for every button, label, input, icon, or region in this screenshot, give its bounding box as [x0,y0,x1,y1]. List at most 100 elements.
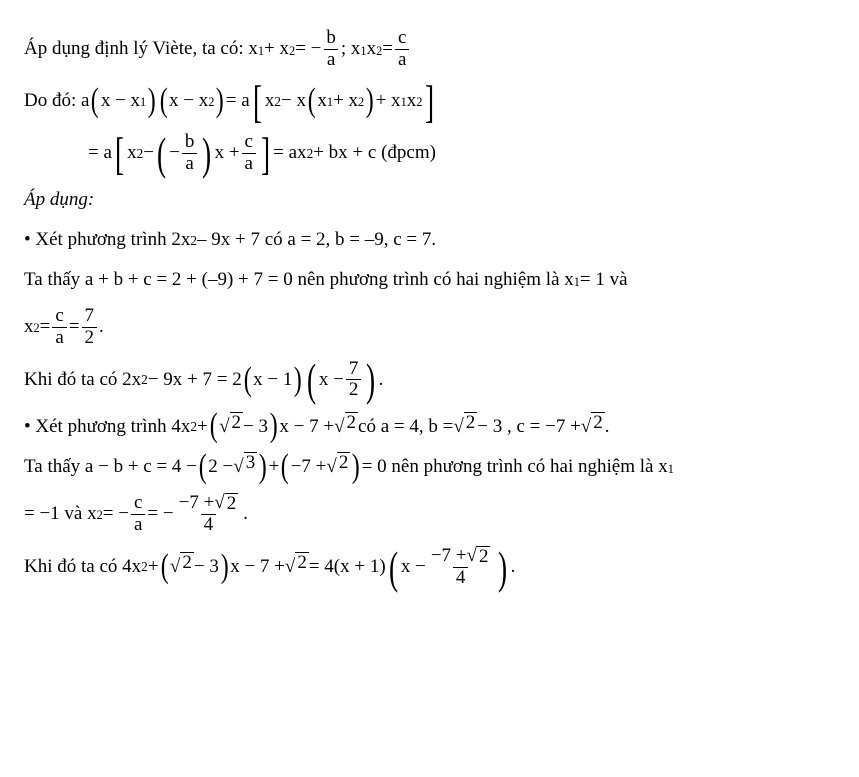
n: −7 + √2 [428,546,494,567]
t: Khi đó ta có 4x [24,552,141,582]
t: Áp dụng định lý Viète, ta có: [24,34,244,64]
sqrt2c: √2 [453,412,477,442]
sqrt2e: √2 [326,452,350,482]
n: 7 [82,306,98,327]
t: . [379,365,384,395]
line-6: Ta thấy a + b + c = 2 + (–9) + 7 = 0 nên… [24,265,835,295]
line-8: Khi đó ta có 2x2 − 9x + 7 = 2 ( x − 1 ) … [24,359,835,402]
t: − x [281,86,306,116]
t: x [367,34,377,64]
t: = 0 nên phương trình có hai nghiệm là x [362,452,668,482]
t: x − x [169,86,208,116]
s: 1 [258,42,264,62]
lp: ( [91,86,99,117]
t: + x [264,34,289,64]
s: 1 [401,93,407,113]
rp: ) [216,86,224,117]
p: 2 [141,369,148,390]
rp: ) [202,133,211,174]
rp: ) [294,365,302,396]
s: 2 [358,93,364,113]
frac-big: −7 + √2 4 [176,493,242,536]
t: + [269,452,280,482]
s: 2 [97,506,103,526]
s: 2 [34,319,40,339]
t: x [127,138,137,168]
t: = [69,312,80,342]
rp: ) [499,547,508,588]
t: – 9x + 7 có a = 2, b = –9, c = 7. [197,225,436,255]
p: 2 [307,143,314,164]
lp: ( [389,547,398,588]
s: 1 [668,460,674,480]
line-11: = −1 và x2 = − c a = − −7 + √2 4 . [24,493,835,536]
t: x + [215,138,240,168]
t: − 3 , c = −7 + [477,412,581,442]
n: 7 [346,359,362,380]
p: 2 [190,230,197,251]
lp: ( [157,133,166,174]
t: + x [333,86,358,116]
t: = [40,312,51,342]
t: . [99,312,104,342]
frac-c-a3: c a [52,306,66,349]
t: x [24,312,34,342]
t: x [317,86,327,116]
d: 4 [201,514,217,536]
s: 2 [416,93,422,113]
d: a [242,153,256,175]
t: Áp dụng: [24,185,94,215]
line-12: Khi đó ta có 4x2 + ( √2 − 3 ) x − 7 + √2… [24,546,835,589]
lp: ( [281,452,289,483]
t: = −1 và x [24,499,97,529]
t: = ax [273,138,306,168]
frac-c-a2: c a [242,132,256,175]
seg: Ta thấy a + b + c = 2 + (–9) + 7 = 0 nên… [24,265,628,295]
rp: ) [259,452,267,483]
sqrt2i: √2 [467,546,491,567]
sqrt2d: √2 [581,412,605,442]
s: 2 [376,42,382,62]
d: 4 [453,567,469,589]
lp: ( [243,365,251,396]
rb: ] [261,133,270,174]
s: 1 [360,42,366,62]
d: a [52,327,66,349]
t: − 3 [194,552,219,582]
line-expand2: = a [ x2 − ( − b a ) x + c a ] = ax2 + b… [24,132,835,175]
lp: ( [307,359,316,400]
line-7: x2 = c a = 7 2 . [24,306,835,349]
t: có a = 4, b = [358,412,453,442]
t: x − [401,552,426,582]
sqrt2: √2 [219,412,243,442]
s: 2 [208,93,214,113]
t: = 1 và [580,265,628,295]
t: − 9x + 7 = 2 [148,365,242,395]
sqrt2h: √2 [285,552,309,582]
p: 2 [274,91,281,112]
sqrt2b: √2 [334,412,358,442]
line-viete: Áp dụng định lý Viète, ta có: x1 + x2 = … [24,28,835,71]
d: a [324,49,338,71]
d: a [131,514,145,536]
lb: [ [253,81,262,122]
t: + x [376,86,401,116]
rp: ) [148,86,156,117]
t: + [197,412,208,442]
t: −7 + [291,452,327,482]
frac-7-2: 7 2 [82,306,98,349]
rp: ) [270,411,278,442]
d: a [182,153,196,175]
sqrt3: √3 [233,452,257,482]
rp: ) [366,86,374,117]
t: − 3 [243,412,268,442]
lp: ( [160,552,168,583]
t: + [148,552,159,582]
line-expand: Do đó: a ( x − x1 ) ( x − x2 ) = a [ x2 … [24,81,835,122]
t: x [407,86,417,116]
t: . [243,499,248,529]
t: x − 1 [253,365,292,395]
t: = 4(x + 1) [309,552,386,582]
d: 2 [82,327,98,349]
lp: ( [308,86,316,117]
